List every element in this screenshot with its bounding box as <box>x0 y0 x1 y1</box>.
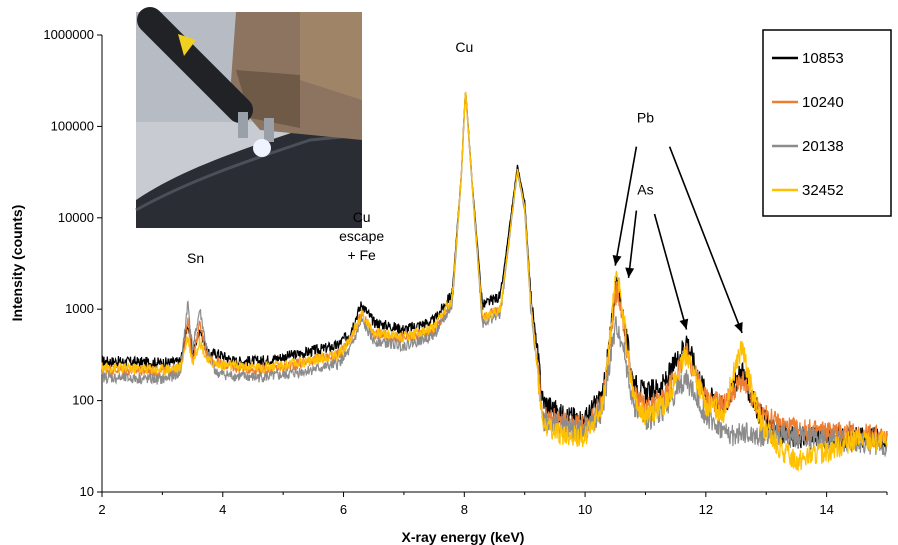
y-tick-label: 100000 <box>51 118 94 133</box>
legend-label: 10240 <box>802 94 844 111</box>
y-axis-title: Intensity (counts) <box>9 205 25 322</box>
legend-label: 32452 <box>802 182 844 199</box>
x-tick-label: 8 <box>461 502 468 517</box>
series-line-32452 <box>101 91 888 472</box>
x-tick-label: 2 <box>98 502 105 517</box>
peak-label: Sn <box>187 250 204 266</box>
x-tick-label: 14 <box>819 502 833 517</box>
x-tick-label: 10 <box>578 502 592 517</box>
annotations: Sn Cu escape + Fe Cu Pb As <box>187 39 743 334</box>
arrow <box>668 146 743 334</box>
peak-label: Cu <box>353 209 371 225</box>
x-tick-label: 6 <box>340 502 347 517</box>
legend-label: 20138 <box>802 138 844 155</box>
legend-item: 10853 <box>772 50 844 67</box>
y-tick-label: 10 <box>80 484 94 499</box>
axes: 2 4 6 8 10 12 14 10 100 1000 10000 100000 1000000 <box>43 27 888 517</box>
peak-label: escape <box>339 228 384 244</box>
series-line-20138 <box>101 94 888 458</box>
plot-area <box>101 91 888 472</box>
peak-label: + Fe <box>347 247 376 263</box>
y-tick-label: 10000 <box>58 210 94 225</box>
legend-label: 10853 <box>802 50 844 67</box>
legend: 10853 10240 20138 32452 <box>762 29 892 217</box>
y-tick-label: 1000000 <box>43 27 94 42</box>
arrow <box>625 210 638 278</box>
instrument-photo <box>135 7 363 228</box>
peak-label: As <box>637 181 653 197</box>
arrow <box>612 146 638 266</box>
peak-label: Cu <box>455 39 473 55</box>
legend-item: 20138 <box>772 138 844 155</box>
x-axis-title: X-ray energy (keV) <box>402 529 525 545</box>
y-tick-label: 1000 <box>65 301 94 316</box>
legend-item: 32452 <box>772 182 844 199</box>
x-tick-label: 4 <box>219 502 226 517</box>
legend-item: 10240 <box>772 94 844 111</box>
arrow <box>653 213 689 330</box>
x-tick-label: 12 <box>699 502 713 517</box>
y-tick-label: 100 <box>72 393 94 408</box>
peak-label: Pb <box>637 110 654 126</box>
